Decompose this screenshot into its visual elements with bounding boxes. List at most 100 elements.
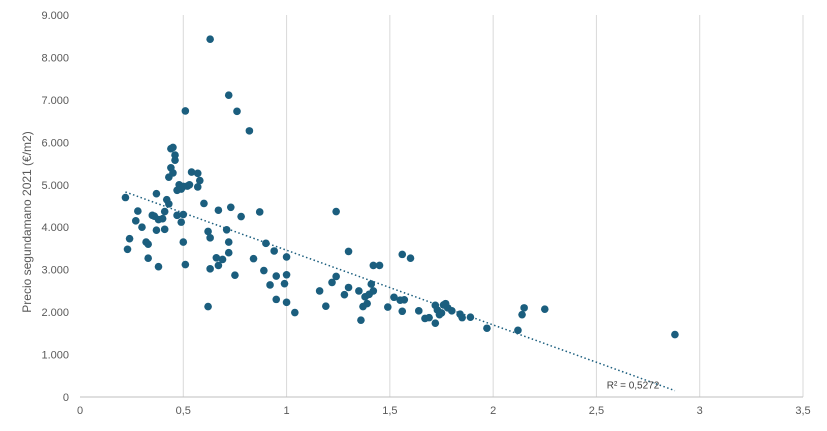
data-point [266, 281, 274, 289]
data-point [224, 238, 233, 246]
data-point [204, 227, 212, 236]
data-point [158, 214, 167, 223]
data-point [315, 287, 324, 295]
data-point [123, 245, 132, 254]
y-tick-label: 9.000 [41, 10, 69, 22]
data-point [138, 223, 146, 232]
y-tick-label: 0 [63, 392, 69, 404]
data-point [181, 260, 190, 269]
data-point [398, 250, 407, 259]
data-point [224, 91, 233, 100]
data-point [245, 127, 254, 135]
data-point [369, 261, 378, 270]
data-point [179, 238, 188, 246]
data-point [187, 168, 196, 176]
data-point [249, 254, 258, 263]
data-point [214, 206, 223, 215]
data-point [214, 261, 223, 270]
y-tick-label: 8.000 [41, 52, 69, 64]
data-point [218, 255, 227, 264]
y-axis-title: Precio segundamano 2021 (€/m2) [20, 131, 34, 312]
data-point [355, 287, 363, 295]
x-tick-label: 2,5 [589, 405, 604, 417]
data-point [344, 247, 353, 256]
data-point [169, 143, 177, 152]
data-point [152, 226, 161, 234]
data-point [282, 298, 291, 307]
data-point [134, 207, 142, 215]
data-point [233, 107, 241, 116]
data-point [212, 253, 221, 262]
data-point [160, 225, 169, 234]
trendline [125, 191, 676, 392]
data-point [375, 261, 384, 270]
y-tick-label: 6.000 [41, 137, 69, 149]
x-tick-label: 0 [77, 405, 83, 417]
data-point [458, 313, 466, 322]
data-point [200, 199, 208, 208]
y-tick-label: 7.000 [41, 95, 69, 107]
data-point [367, 280, 376, 288]
data-point [262, 239, 270, 248]
x-tick-label: 3 [697, 405, 703, 417]
data-point [206, 234, 214, 242]
data-point [282, 253, 291, 261]
x-tick-labels: 0 0,5 1 1,5 2 2,5 3 3,5 [77, 405, 811, 417]
data-point [328, 278, 336, 287]
data-point [414, 307, 423, 315]
data-point [226, 203, 235, 212]
data-point [431, 319, 440, 327]
data-point [363, 299, 371, 308]
y-tick-label: 1.000 [41, 350, 69, 362]
data-point [483, 324, 491, 333]
data-point [272, 272, 281, 280]
data-point [437, 309, 446, 317]
data-point [160, 207, 169, 216]
x-tick-label: 0,5 [176, 405, 191, 417]
data-point [131, 217, 140, 225]
data-point [154, 262, 163, 271]
data-point [125, 234, 134, 243]
data-point [272, 295, 281, 304]
data-point [231, 271, 239, 279]
y-tick-label: 3.000 [41, 265, 69, 277]
data-point [280, 279, 289, 288]
data-point [406, 254, 415, 263]
data-point [224, 248, 233, 257]
data-point [260, 266, 268, 275]
data-point [671, 330, 679, 339]
data-point [193, 183, 202, 191]
data-point [196, 176, 204, 185]
data-point [520, 304, 528, 312]
x-tick-label: 1,5 [382, 405, 397, 417]
x-tick-label: 2 [490, 405, 496, 417]
data-point [344, 283, 353, 292]
data-point [165, 200, 173, 208]
data-point [540, 305, 549, 313]
data-point [222, 225, 231, 234]
data-point [185, 180, 194, 189]
x-tick-label: 1 [284, 405, 290, 417]
data-points [121, 35, 679, 339]
data-point [369, 287, 378, 295]
data-point [448, 307, 456, 315]
data-point [255, 208, 264, 216]
data-point [171, 151, 179, 159]
data-point [204, 302, 212, 311]
y-tick-label: 2.000 [41, 307, 69, 319]
data-point [206, 35, 214, 43]
data-point [181, 107, 190, 115]
data-point [383, 303, 392, 311]
data-point [357, 316, 365, 324]
data-point [173, 211, 181, 220]
data-point [332, 272, 340, 281]
data-point [291, 308, 299, 317]
data-point [400, 296, 409, 304]
data-point [152, 189, 161, 198]
data-point [121, 193, 130, 202]
y-tick-label: 5.000 [41, 180, 69, 192]
data-point [518, 310, 526, 319]
data-point [206, 265, 214, 273]
data-point [193, 169, 202, 178]
